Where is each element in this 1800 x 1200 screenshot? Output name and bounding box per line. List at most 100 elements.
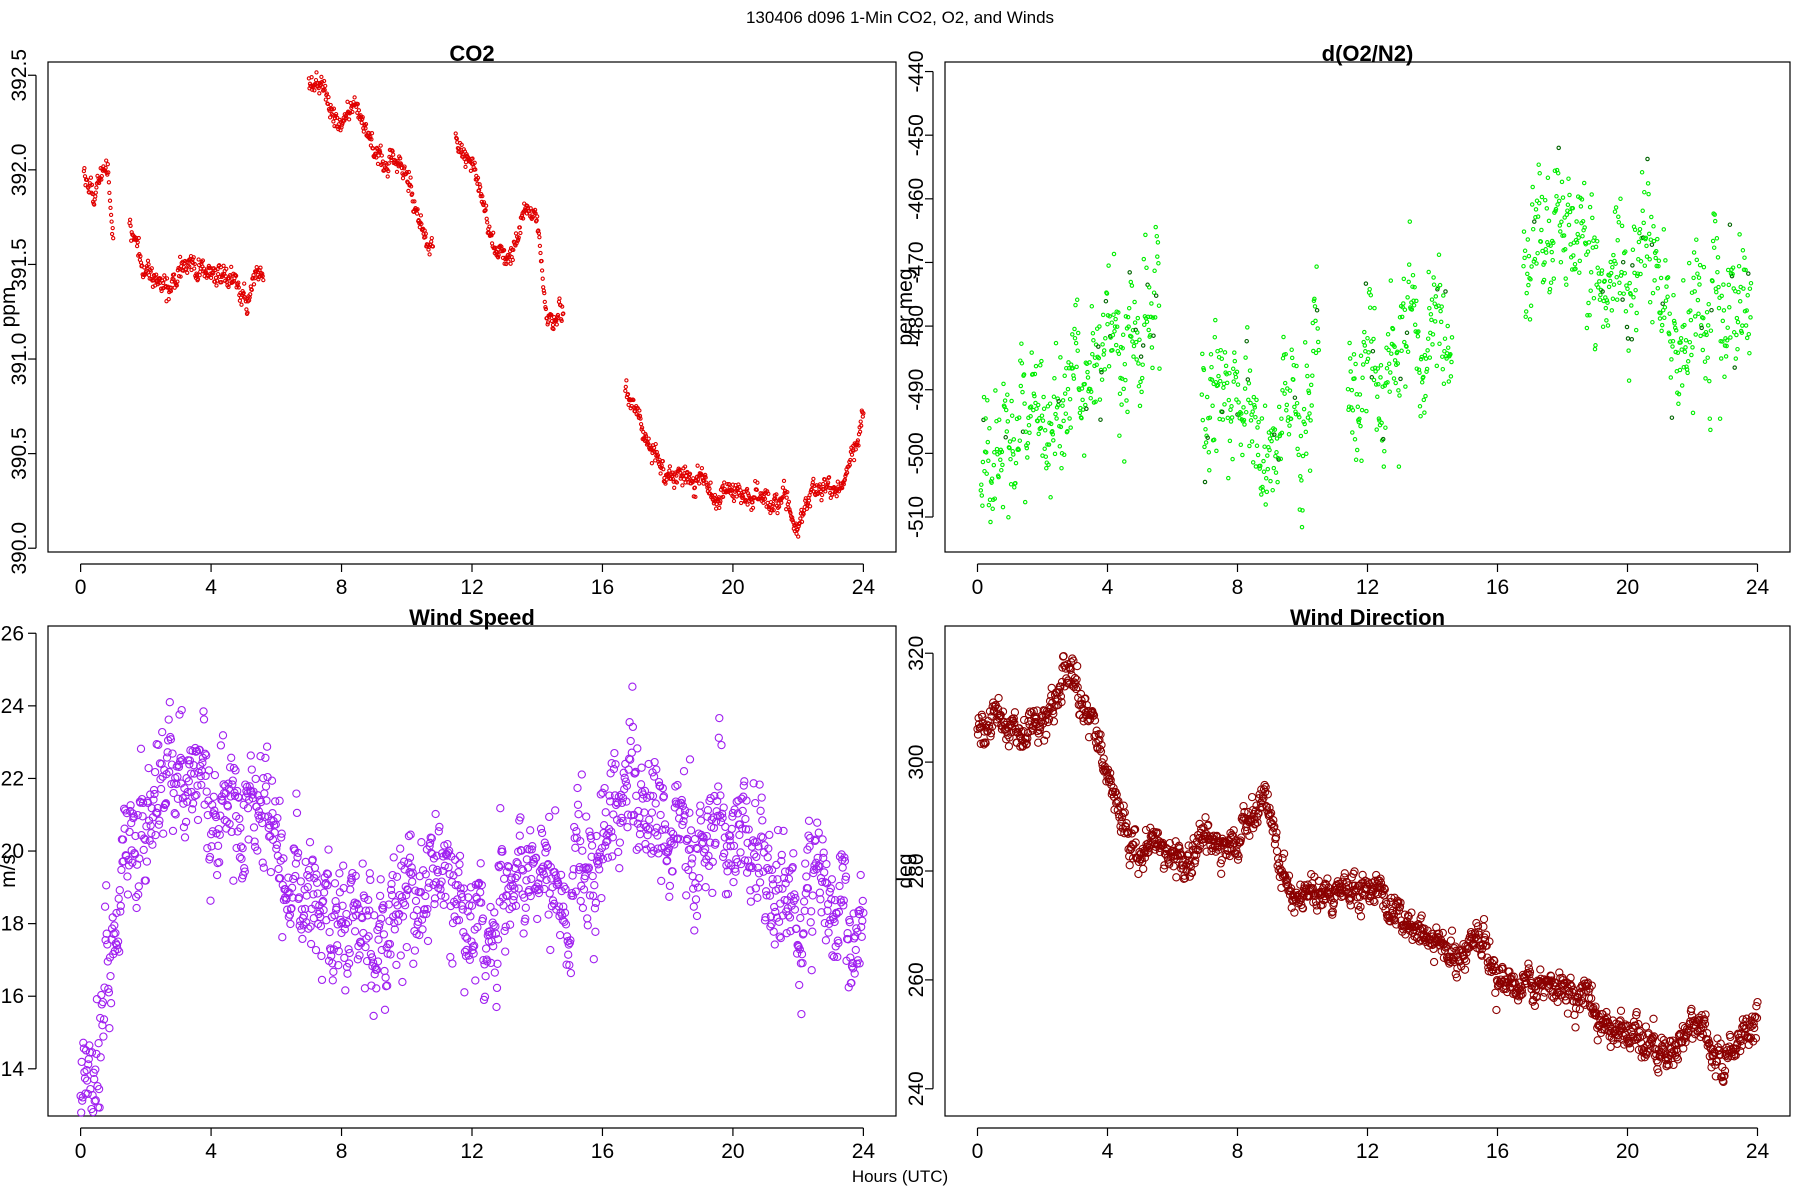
data-point (244, 835, 253, 844)
data-point (696, 801, 705, 810)
wind-direction-panel: Wind Direction deg 0 4 8 12 16 20 242402602803… (894, 605, 1791, 1163)
data-point (787, 507, 792, 512)
data-point (1102, 367, 1108, 372)
data-point (374, 922, 384, 932)
data-point (729, 841, 739, 851)
data-point (459, 142, 464, 147)
data-point (1151, 290, 1157, 295)
data-point (569, 865, 578, 874)
data-point (1482, 941, 1491, 950)
data-point (1213, 379, 1219, 385)
data-point (192, 790, 201, 800)
data-point (332, 115, 338, 121)
data-point (1287, 423, 1292, 428)
data-point (1288, 416, 1294, 422)
data-point (1038, 363, 1043, 368)
data-point (819, 492, 825, 498)
data-point (1140, 362, 1145, 367)
data-point (1113, 797, 1122, 806)
data-point (1025, 455, 1030, 460)
data-point (800, 906, 809, 915)
data-point (240, 867, 249, 876)
data-point (1600, 289, 1605, 294)
data-point (818, 835, 827, 844)
data-point (1243, 409, 1249, 415)
data-point (1407, 219, 1413, 224)
data-point (731, 867, 740, 876)
data-point (380, 1005, 390, 1014)
data-point (852, 924, 861, 933)
data-point (985, 707, 995, 716)
data-point (849, 909, 858, 918)
x-tick-label: 20 (1616, 576, 1639, 599)
data-point (305, 838, 315, 847)
data-point (266, 867, 276, 877)
data-point (477, 880, 486, 890)
data-point (1152, 268, 1157, 274)
data-point (1096, 747, 1106, 756)
data-point (859, 908, 868, 917)
data-point (1491, 988, 1500, 997)
data-point (174, 283, 179, 288)
data-point (522, 876, 531, 885)
data-point (246, 751, 255, 760)
data-point (96, 1013, 105, 1023)
data-point (1603, 305, 1609, 311)
data-point (554, 322, 559, 327)
data-point (781, 478, 787, 484)
data-point (1650, 319, 1655, 325)
co2-panel-ylabel: ppm (0, 287, 20, 328)
data-point (1444, 356, 1449, 361)
data-point (1093, 399, 1098, 405)
data-point (1668, 339, 1673, 344)
data-point (1734, 332, 1739, 338)
data-point (1352, 376, 1357, 381)
data-point (999, 467, 1004, 473)
data-point (370, 911, 379, 920)
data-point (816, 895, 825, 904)
data-point (716, 817, 726, 827)
data-point (1707, 378, 1712, 384)
data-point (1599, 268, 1605, 273)
data-point (1135, 330, 1140, 335)
x-tick-label: 4 (1102, 576, 1114, 599)
data-point (522, 855, 532, 864)
data-point (468, 168, 474, 173)
data-point (348, 110, 353, 115)
data-point (751, 798, 760, 808)
data-point (533, 914, 542, 924)
data-point (1580, 219, 1586, 224)
data-point (1473, 922, 1483, 931)
data-point (1255, 452, 1261, 458)
data-point (746, 897, 756, 906)
data-point (770, 502, 776, 507)
data-point (106, 170, 111, 175)
data-point (1293, 409, 1298, 414)
data-point (379, 153, 384, 158)
data-point (1090, 351, 1095, 357)
data-point (1233, 374, 1239, 380)
data-point (1250, 460, 1256, 465)
data-point (1120, 808, 1129, 817)
data-point (470, 925, 479, 934)
y-tick-label: 390.0 (8, 522, 31, 575)
data-point (1051, 394, 1057, 400)
data-point (261, 277, 266, 283)
data-point (1701, 315, 1706, 321)
data-point (760, 491, 765, 496)
data-point (1665, 275, 1671, 280)
data-point (623, 810, 633, 819)
data-point (698, 832, 707, 841)
data-point (1595, 265, 1600, 271)
data-point (1627, 280, 1632, 286)
data-point (345, 948, 354, 958)
data-point (1072, 335, 1078, 341)
data-point (418, 213, 424, 218)
data-point (986, 502, 992, 508)
data-point (1416, 329, 1421, 334)
data-point (245, 782, 254, 791)
data-point (1276, 457, 1281, 462)
data-point (1747, 286, 1753, 291)
data-point (1141, 825, 1151, 835)
data-point (1022, 739, 1031, 748)
